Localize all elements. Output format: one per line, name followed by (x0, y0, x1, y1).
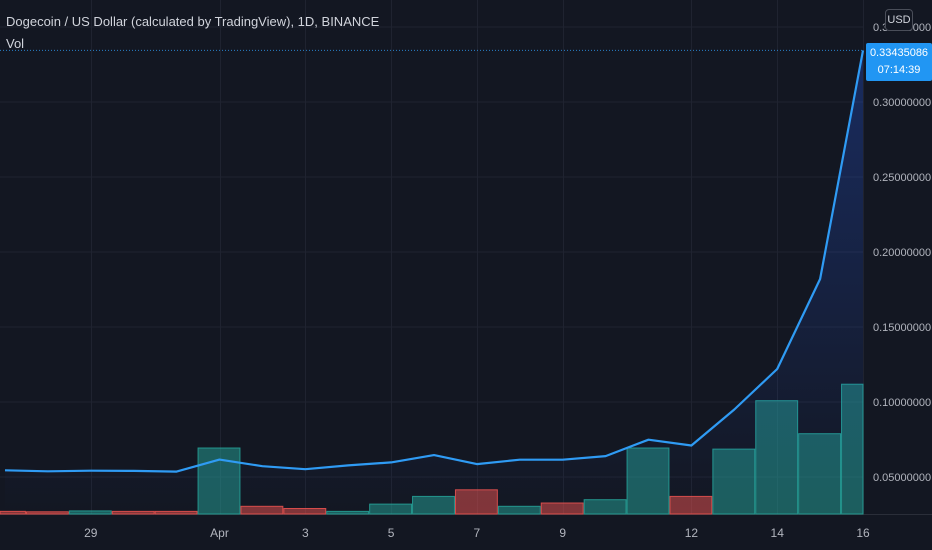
price-area (5, 50, 863, 515)
x-tick-label: 9 (559, 526, 566, 540)
x-tick-label: 14 (771, 526, 785, 540)
currency-button[interactable]: USD (885, 9, 913, 31)
x-tick-label: 12 (685, 526, 699, 540)
y-tick-label: 0.25000000 (873, 172, 931, 184)
price-area-fill (5, 50, 863, 515)
grid (0, 0, 932, 515)
y-tick-label: 0.20000000 (873, 247, 931, 259)
bar-countdown: 07:14:39 (877, 64, 921, 76)
x-axis[interactable]: 29 Apr 3 5 7 9 12 14 16 (84, 526, 870, 540)
volume-label: Vol (6, 36, 25, 51)
last-price-tag: 0.33435086 07:14:39 (866, 43, 932, 81)
x-tick-label: 7 (474, 526, 481, 540)
x-tick-label: 16 (856, 526, 870, 540)
y-axis[interactable]: 0.05000000 0.10000000 0.15000000 0.20000000… (873, 22, 931, 484)
x-tick-label: 29 (84, 526, 98, 540)
chart-title: Dogecoin / US Dollar (calculated by Trad… (6, 14, 380, 29)
price-line (0, 49, 865, 473)
last-price-value: 0.33435086 (869, 47, 929, 59)
x-tick-label: 3 (302, 526, 309, 540)
x-tick-label: Apr (210, 526, 229, 540)
y-tick-label: 0.10000000 (873, 397, 931, 409)
y-tick-label: 0.30000000 (873, 97, 931, 109)
y-tick-label: 0.05000000 (873, 472, 931, 484)
price-line-series (4, 50, 865, 473)
x-tick-label: 5 (388, 526, 395, 540)
y-tick-label: 0.15000000 (873, 322, 931, 334)
